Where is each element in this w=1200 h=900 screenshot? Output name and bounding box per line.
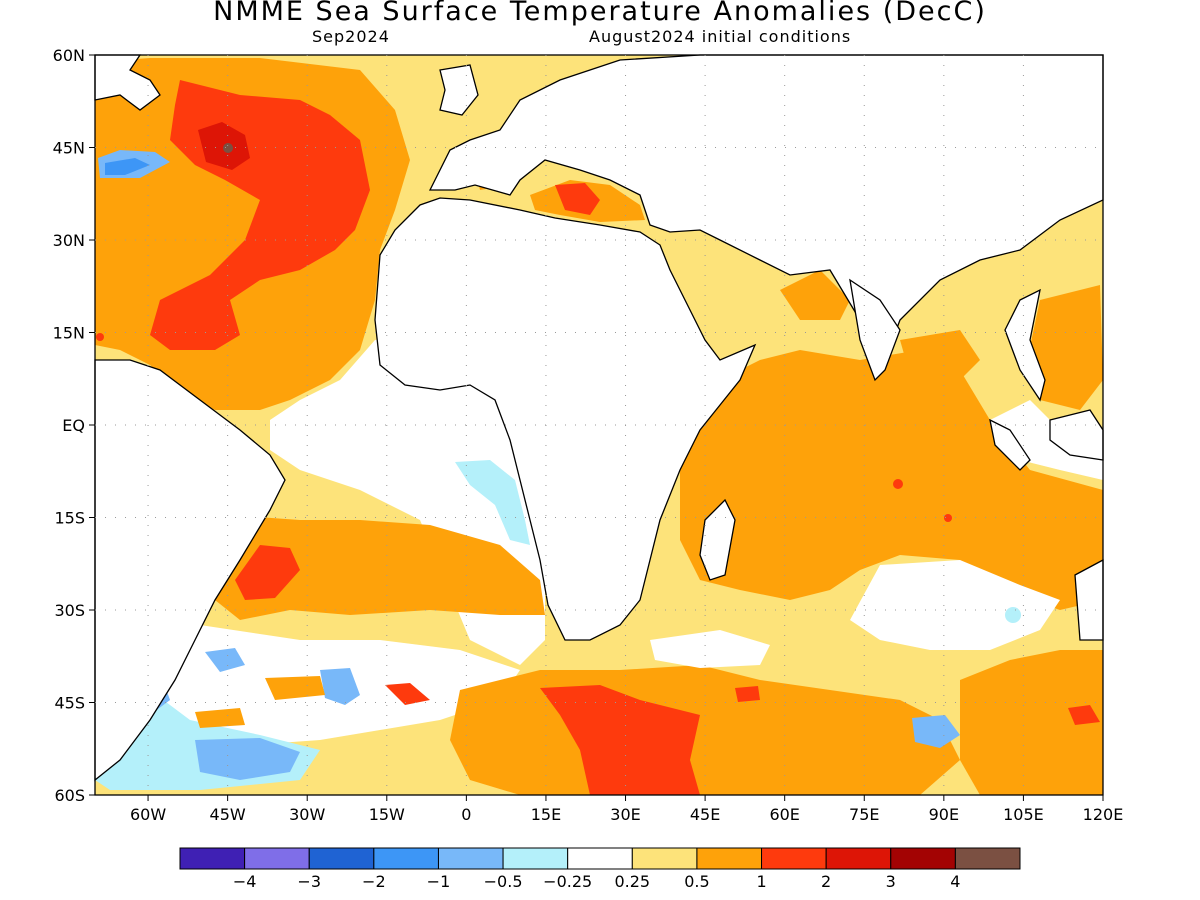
n-atlantic-peak [223, 143, 233, 153]
colorbar-swatch [244, 847, 310, 870]
colorbar-label: 0.5 [684, 872, 709, 891]
lon-tick-label: 15W [369, 805, 405, 824]
sw-atlantic-cold [195, 738, 300, 780]
lat-tick-label: 15S [54, 509, 85, 528]
colorbar-swatch [502, 847, 569, 870]
colorbar-swatch [179, 847, 246, 870]
se-asia-land [1004, 288, 1046, 402]
lat-tick-label: EQ [62, 416, 85, 435]
colorbar-label: 3 [886, 872, 896, 891]
southern-ocean-red-spot [735, 686, 760, 702]
s-indian-red-east [1068, 705, 1100, 725]
south-america-land [94, 359, 286, 782]
lat-tick-label: 15N [53, 324, 85, 343]
colorbar-label: −4 [233, 872, 257, 891]
india-land [849, 278, 901, 382]
bay-of-bengal-warm [900, 330, 980, 380]
lon-tick-label: 60W [130, 805, 166, 824]
s-atlantic-warm-band [215, 515, 545, 620]
colorbar-label: 2 [821, 872, 831, 891]
lon-tick-label: 30W [289, 805, 325, 824]
greenland-canada-land [94, 54, 161, 111]
lon-tick-label: 75E [849, 805, 879, 824]
colorbar-label: −2 [362, 872, 386, 891]
lon-tick-label: 0 [461, 805, 471, 824]
colorbar-label: 4 [950, 872, 960, 891]
mediterranean-strong [555, 183, 600, 215]
lon-tick-label: 105E [1003, 805, 1044, 824]
arabian-sea-warm [780, 270, 850, 320]
africa-land [374, 197, 757, 641]
colorbar: −4 −3 −2 −1 −0.5 −0.25 0.25 0.5 1 2 3 4 [179, 847, 1021, 891]
southern-ocean-cool-spot [912, 715, 960, 748]
s-indian-neutral [850, 560, 1060, 650]
lon-tick-label: 90E [929, 805, 959, 824]
s-indian-cool-spot [1005, 607, 1021, 623]
lat-tick-label: 60N [53, 46, 85, 65]
colorbar-swatch [954, 847, 1021, 870]
s-indian-warm-east [960, 650, 1103, 795]
brazil-current-strong-anomaly [235, 545, 300, 600]
land-masses [94, 54, 1104, 782]
colorbar-swatch [696, 847, 763, 870]
lon-tick-label: 45W [210, 805, 246, 824]
europe-land [428, 54, 1104, 362]
latitude-tick-labels: 60N 45N 30N 15N EQ 15S 30S 45S 60S [53, 46, 95, 805]
colorbar-label: −0.25 [543, 872, 592, 891]
lon-tick-label: 60E [769, 805, 799, 824]
maritime-continent-neutral [990, 400, 1103, 480]
lat-tick-label: 45N [53, 139, 85, 158]
colorbar-label: 0.25 [614, 872, 650, 891]
nw-atlantic-cold-core [105, 158, 150, 175]
colorbar-swatch [761, 847, 827, 870]
lon-tick-label: 120E [1083, 805, 1124, 824]
longitude-tick-labels: 60W 45W 30W 15W 0 15E 30E 45E 60E 75E 90E 105E 120E [130, 795, 1123, 824]
colorbar-swatch [890, 847, 956, 870]
s-atlantic-cold-3 [320, 668, 360, 705]
southern-ocean-strong-anomaly [540, 685, 700, 795]
s-atlantic-warm-streak-2 [195, 708, 245, 728]
colorbar-label: 1 [756, 872, 766, 891]
lon-tick-label: 15E [531, 805, 561, 824]
colorbar-label: −0.5 [484, 872, 523, 891]
colorbar-label: −3 [297, 872, 321, 891]
indian-red-spot-2 [944, 514, 952, 522]
forecast-month: Sep2024 [312, 27, 390, 46]
indian-red-spot [893, 479, 903, 489]
colorbar-swatch [437, 847, 504, 870]
madagascar-land [699, 498, 736, 581]
caribbean-spot [96, 333, 104, 341]
s-atlantic-cold-4 [205, 648, 245, 672]
colorbar-swatch [308, 847, 375, 870]
colorbar-swatch [373, 847, 439, 870]
colorbar-swatch [567, 847, 633, 870]
caribbean-warm-anomaly [95, 295, 140, 345]
lat-tick-label: 30S [54, 601, 85, 620]
colorbar-label: −1 [427, 872, 451, 891]
s-atlantic-warm-streak [265, 676, 325, 700]
lat-tick-label: 60S [54, 786, 85, 805]
lon-tick-label: 45E [690, 805, 720, 824]
lat-tick-label: 45S [54, 694, 85, 713]
indian-ocean-warm-anomaly [680, 350, 1103, 610]
map-title: NMME Sea Surface Temperature Anomalies (… [213, 0, 987, 27]
uk-land [439, 64, 479, 116]
s-indian-neutral-2 [650, 630, 770, 668]
colorbar-swatch [825, 847, 892, 870]
initial-conditions: August2024 initial conditions [589, 27, 852, 46]
angola-cool-anomaly [455, 460, 530, 545]
graticule [95, 55, 1103, 795]
lat-tick-label: 30N [53, 231, 85, 250]
colorbar-swatch [631, 847, 698, 870]
s-atlantic-red-streak [385, 683, 430, 705]
lon-tick-label: 30E [610, 805, 640, 824]
